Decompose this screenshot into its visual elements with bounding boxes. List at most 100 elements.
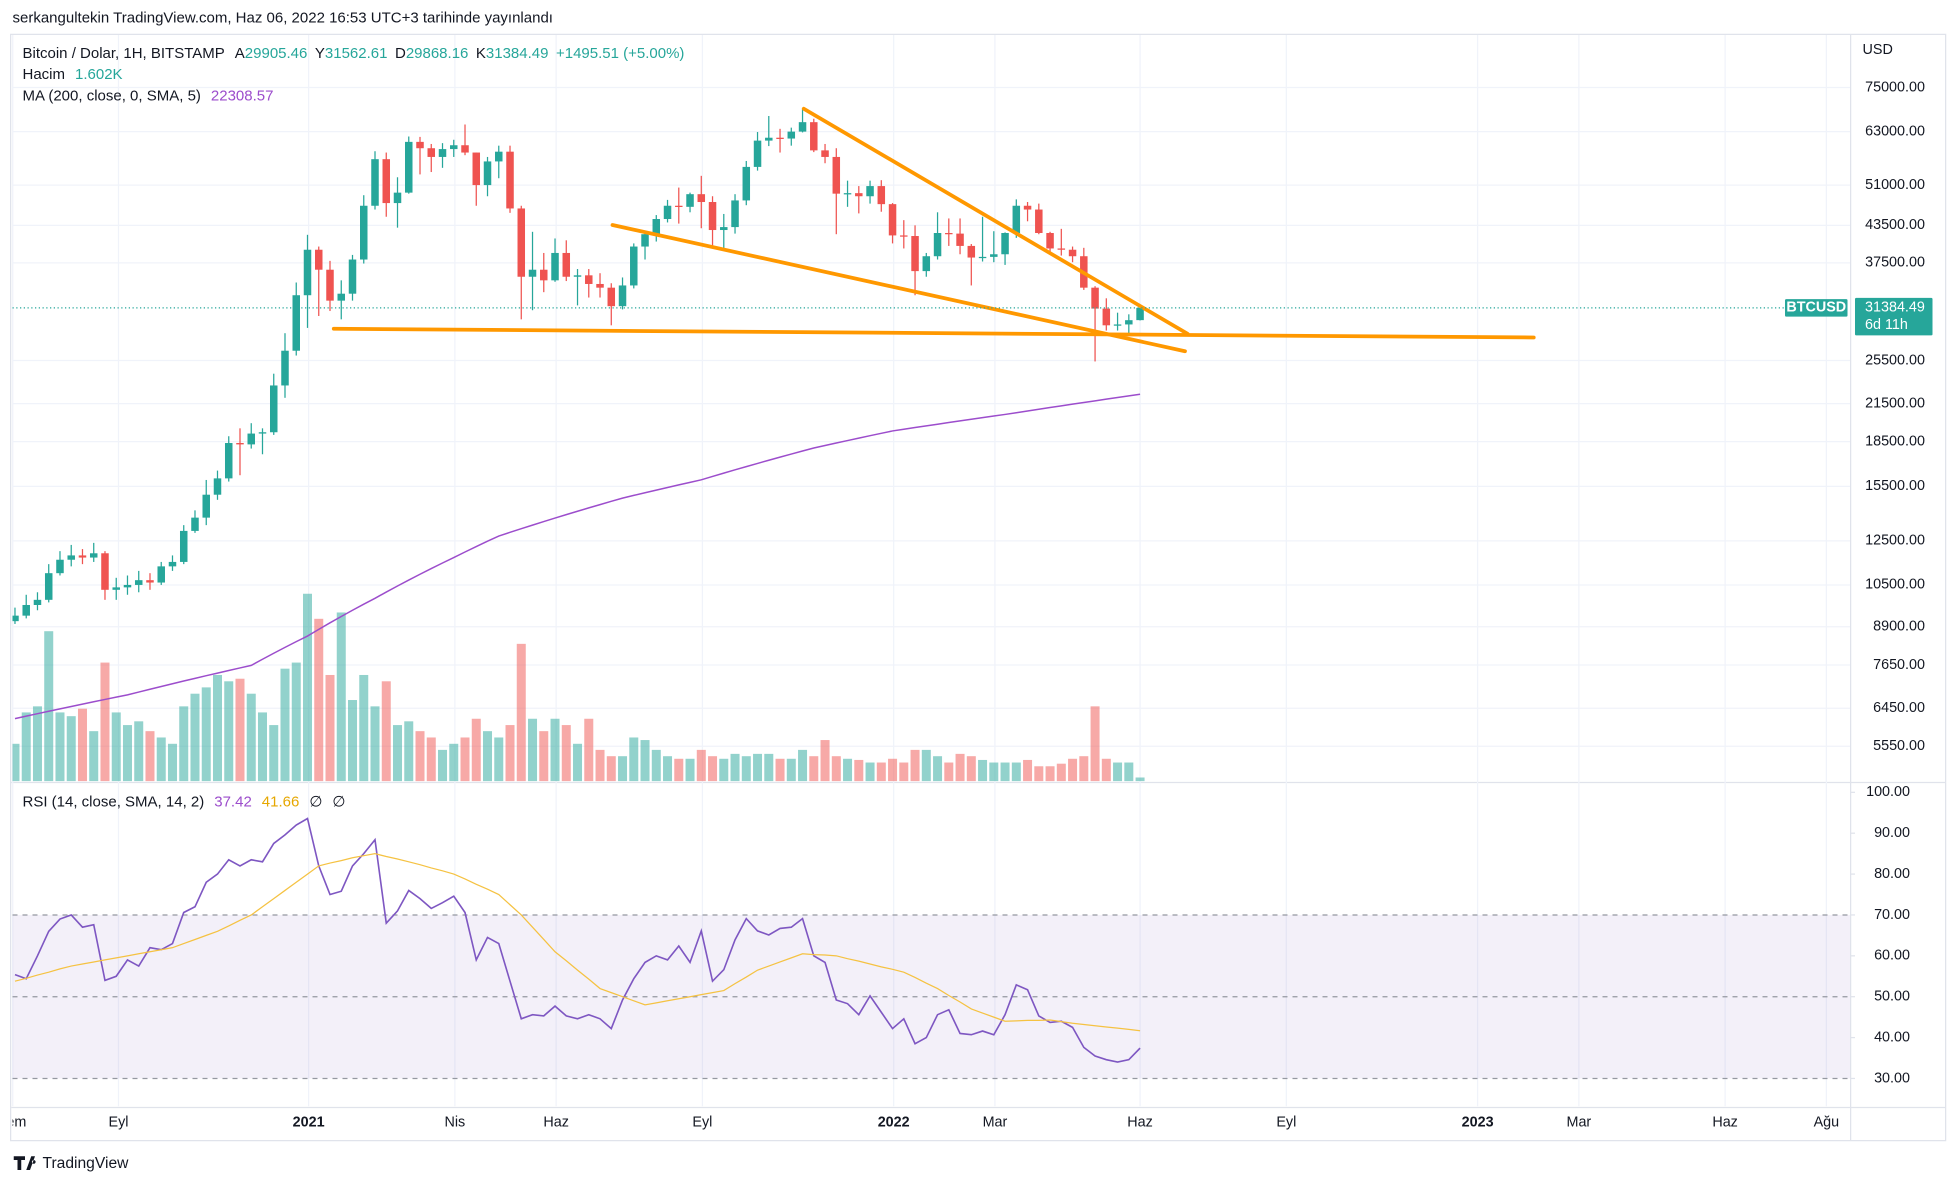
volume-bar <box>314 618 324 782</box>
candle-body <box>933 233 942 257</box>
candle-body <box>1136 307 1144 321</box>
candle-body <box>22 604 30 616</box>
volume-bar <box>606 756 616 782</box>
candle-body <box>44 573 53 600</box>
volume-bar <box>663 756 673 782</box>
x-tick-label: 2021 <box>293 1114 325 1130</box>
candle-body <box>315 249 323 270</box>
legend-value: 37.42 <box>214 793 252 810</box>
volume-bar <box>1045 766 1055 782</box>
candle-body <box>393 192 402 204</box>
trend-lines <box>331 106 1536 354</box>
candle-body <box>787 131 796 139</box>
volume-bar <box>730 753 740 782</box>
legend-change: +1495.51 (+5.00%) <box>556 45 684 62</box>
volume-bar <box>854 759 864 782</box>
legend-key: K <box>476 45 486 62</box>
volume-bar <box>1000 762 1010 782</box>
volume-bar <box>66 716 76 782</box>
candle-body <box>202 494 210 518</box>
candle-body <box>33 599 42 605</box>
volume-bar <box>921 749 931 782</box>
volume-bar <box>719 758 729 782</box>
volume-bar <box>640 740 650 782</box>
volume-bar <box>426 737 436 782</box>
trend-line <box>610 223 1187 354</box>
symbol-tag <box>1785 299 1848 317</box>
countdown-text: 6d 11h <box>1865 317 1908 333</box>
volume-bar <box>224 681 234 782</box>
legend-value: 29868.16 <box>406 45 469 62</box>
x-tick-label: Haz <box>1127 1114 1153 1130</box>
candle-body <box>663 205 672 220</box>
candle-body <box>798 122 807 132</box>
x-tick-label: Ağu <box>1814 1114 1840 1130</box>
volume-bar <box>989 762 999 782</box>
volume-bar <box>865 762 875 782</box>
candle-body <box>720 227 728 231</box>
candle-body <box>888 204 897 236</box>
volume-bar <box>685 758 695 782</box>
volume-bar <box>156 737 166 782</box>
volume-bar <box>100 662 110 782</box>
volume-bar <box>820 740 830 782</box>
price-tag <box>1855 297 1933 336</box>
candle-body <box>990 254 998 257</box>
x-tick-label: 2023 <box>1462 1114 1494 1130</box>
volume-bar <box>190 693 200 782</box>
volume-bar <box>584 718 594 782</box>
volume-bar <box>1068 758 1078 782</box>
candle-body <box>382 159 391 204</box>
y-tick-label: 6450.00 <box>1873 700 1925 716</box>
y-tick-label: 8900.00 <box>1873 619 1925 635</box>
volume-bar <box>246 693 256 782</box>
volume-bar <box>775 758 785 782</box>
volume-bar <box>111 712 121 782</box>
logo-icon <box>13 1156 36 1170</box>
volume-bar <box>12 743 20 782</box>
indicator-lines <box>12 307 1850 1063</box>
y-tick-label: 60.00 <box>1874 948 1910 964</box>
candle-body <box>562 252 571 277</box>
y-tick-label: 15500.00 <box>1865 478 1925 494</box>
candle-body <box>337 293 346 301</box>
x-tick-label: Haz <box>1712 1114 1738 1130</box>
candle-body <box>1125 320 1133 325</box>
legend: MA (200, close, 0, SMA, 5) 22308.57 <box>23 87 274 104</box>
volume-bar <box>393 725 403 782</box>
candle-body <box>360 205 368 260</box>
volume-bar <box>528 718 538 782</box>
x-tick-label: Eyl <box>1276 1114 1296 1130</box>
volume-bar <box>494 737 504 782</box>
legend-value: 29905.46 <box>245 45 308 62</box>
candle-body <box>1023 205 1032 210</box>
candle-body <box>686 194 694 207</box>
candle-body <box>213 478 222 495</box>
volume-bar <box>336 612 346 782</box>
volume-bar <box>651 749 661 782</box>
y-tick-label: 18500.00 <box>1865 433 1925 449</box>
candle-body <box>134 580 143 585</box>
candle-body <box>1012 205 1021 234</box>
y-tick-label: 43500.00 <box>1865 217 1925 233</box>
candle-body <box>585 275 593 284</box>
candle-body <box>742 166 751 201</box>
volume-bar <box>55 712 65 782</box>
y-tick-label: 21500.00 <box>1865 395 1925 411</box>
candle-body <box>1113 324 1122 326</box>
rsi-band <box>12 914 1850 1080</box>
candle-body <box>753 140 762 167</box>
candle-body <box>483 161 492 186</box>
volume-bar <box>539 731 549 782</box>
y-tick-label: 40.00 <box>1874 1029 1910 1045</box>
candles <box>12 108 1144 624</box>
candle-body <box>540 269 548 281</box>
candle-body <box>911 236 919 272</box>
x-tick-label: Nis <box>445 1114 466 1130</box>
candle-body <box>607 287 616 307</box>
candle-body <box>78 555 87 558</box>
volume-bar <box>269 725 279 782</box>
legend-title: MA (200, close, 0, SMA, 5) <box>23 87 201 104</box>
x-tick-label: Haz <box>543 1114 569 1130</box>
x-tick-label: Eyl <box>692 1114 712 1130</box>
